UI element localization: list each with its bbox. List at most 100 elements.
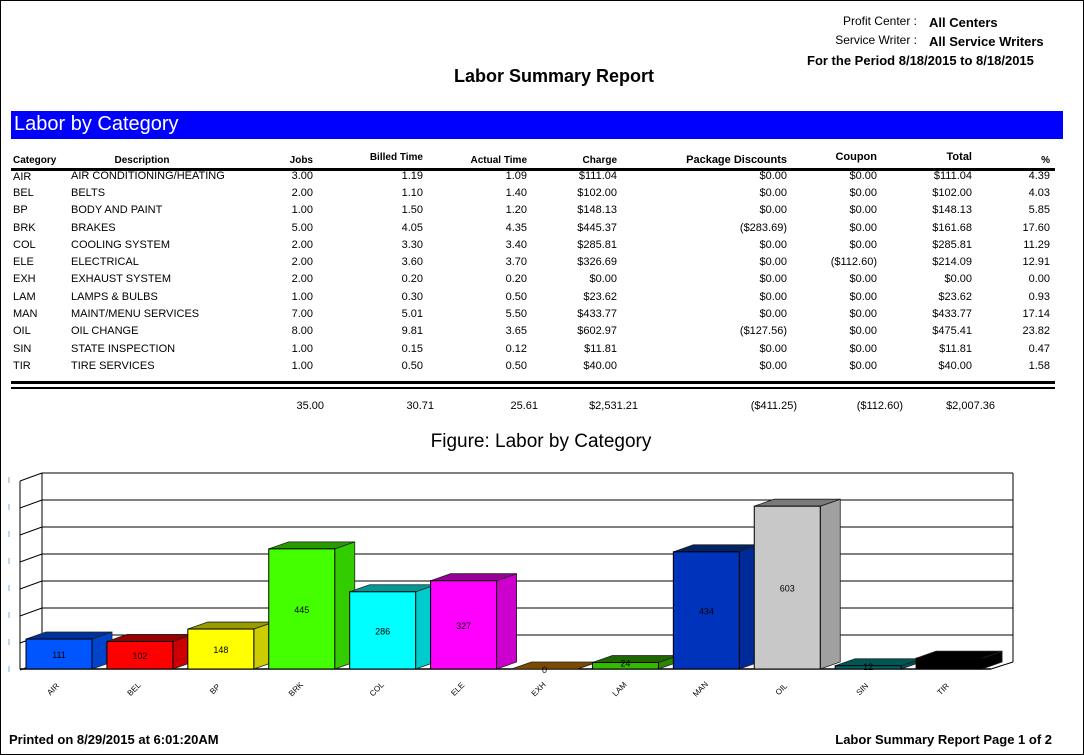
cell-jobs: 1.00 <box>291 204 313 217</box>
cell-jobs: 1.00 <box>291 359 313 372</box>
table-row: EXH EXHAUST SYSTEM 2.00 0.20 0.20 $0.00 $0.00 $… <box>11 271 1055 288</box>
cell-charge: $40.00 <box>583 359 617 372</box>
cell-percent: 0.47 <box>1028 342 1050 355</box>
side-wall-line <box>19 553 43 563</box>
side-wall-line <box>19 499 43 509</box>
cell-charge: $23.62 <box>583 290 617 303</box>
cell-billed-time: 1.50 <box>401 204 423 217</box>
cell-package-discounts: $0.00 <box>759 290 787 303</box>
x-axis-label: BP <box>208 682 222 696</box>
totals-divider-bottom <box>11 387 1055 389</box>
cell-total: $148.13 <box>932 204 972 217</box>
side-wall-line <box>19 607 43 617</box>
chart-bar-col: 286 <box>349 584 437 670</box>
cell-percent: 17.14 <box>1022 308 1050 321</box>
cell-jobs: 2.00 <box>291 273 313 286</box>
cell-percent: 23.82 <box>1022 325 1050 338</box>
cell-percent: 12.91 <box>1022 256 1050 269</box>
col-header-actual-time: Actual Time <box>470 155 528 166</box>
cell-package-discounts: $0.00 <box>759 359 787 372</box>
total-actual-time: 25.61 <box>510 400 538 412</box>
cell-total: $23.62 <box>938 290 972 303</box>
x-axis-label: LAM <box>611 680 629 698</box>
side-wall-line <box>19 580 43 590</box>
chart-bar-tir <box>915 650 1003 670</box>
cell-description: COOLING SYSTEM <box>71 238 171 251</box>
cell-jobs: 1.00 <box>291 290 313 303</box>
bar-value-label: 102 <box>132 651 147 661</box>
service-writer-value: All Service Writers <box>929 34 1044 49</box>
chart-bar-bp: 148 <box>187 621 275 670</box>
cell-percent: 0.93 <box>1028 290 1050 303</box>
cell-percent: 1.58 <box>1028 359 1050 372</box>
cell-charge: $0.00 <box>589 273 617 286</box>
cell-jobs: 7.00 <box>291 308 313 321</box>
cell-jobs: 1.00 <box>291 342 313 355</box>
cell-total: $0.00 <box>944 273 972 286</box>
cell-charge: $102.00 <box>577 186 617 199</box>
cell-description: OIL CHANGE <box>71 325 139 338</box>
profit-center-label: Profit Center : <box>842 14 917 28</box>
bar-value-label: 148 <box>213 645 228 655</box>
cell-billed-time: 5.01 <box>401 308 423 321</box>
x-axis-label: MAN <box>691 680 710 699</box>
cell-category: AIR <box>13 171 32 184</box>
cell-jobs: 5.00 <box>291 221 313 234</box>
side-wall-line <box>19 472 43 482</box>
chart-bar-sin: 12 <box>834 658 922 672</box>
cell-coupon: $0.00 <box>849 204 877 217</box>
cell-coupon: $0.00 <box>849 325 877 338</box>
cell-coupon: $0.00 <box>849 221 877 234</box>
cell-category: BEL <box>13 186 34 199</box>
col-header-billed-time: Billed Time <box>369 152 423 163</box>
cell-total: $11.81 <box>939 342 972 355</box>
cell-billed-time: 1.10 <box>401 186 423 199</box>
table-row: TIR TIRE SERVICES 1.00 0.50 0.50 $40.00 $0.00 $… <box>11 357 1055 374</box>
col-header-jobs: Jobs <box>289 155 313 166</box>
cell-description: AIR CONDITIONING/HEATING <box>71 169 225 182</box>
cell-package-discounts: $0.00 <box>759 342 787 355</box>
cell-billed-time: 0.20 <box>401 273 423 286</box>
x-axis-label: BEL <box>126 680 143 697</box>
printed-timestamp: Printed on 8/29/2015 at 6:01:20AM <box>9 732 219 747</box>
cell-actual-time: 0.50 <box>505 290 527 303</box>
cell-total: $111.04 <box>933 169 972 182</box>
cell-package-discounts: $0.00 <box>759 273 787 286</box>
col-header-total: Total <box>946 151 972 163</box>
cell-coupon: $0.00 <box>849 169 877 182</box>
cell-package-discounts: ($127.56) <box>739 325 787 338</box>
cell-charge: $111.04 <box>578 169 617 182</box>
cell-category: BP <box>13 204 28 217</box>
cell-actual-time: 0.12 <box>505 342 527 355</box>
cell-category: TIR <box>13 359 31 372</box>
table-row: BRK BRAKES 5.00 4.05 4.35 $445.37 ($283.69) $0.… <box>11 219 1055 236</box>
cell-coupon: $0.00 <box>849 238 877 251</box>
cell-charge: $11.81 <box>584 342 617 355</box>
col-header-coupon: Coupon <box>835 151 877 163</box>
cell-charge: $285.81 <box>577 238 617 251</box>
section-title-bar: Labor by Category <box>11 111 1063 139</box>
cell-total: $285.81 <box>932 238 972 251</box>
bar-value-label: 445 <box>294 605 309 615</box>
report-period: For the Period 8/18/2015 to 8/18/2015 <box>807 53 1034 68</box>
figure-title: Figure: Labor by Category <box>430 431 652 452</box>
cell-category: COL <box>13 238 36 251</box>
cell-coupon: $0.00 <box>849 308 877 321</box>
cell-percent: 5.85 <box>1028 204 1050 217</box>
cell-charge: $602.97 <box>577 325 617 338</box>
cell-percent: 4.03 <box>1028 186 1050 199</box>
cell-coupon: $0.00 <box>849 342 877 355</box>
cell-total: $161.68 <box>932 221 972 234</box>
cell-description: BRAKES <box>71 221 116 234</box>
table-row: MAN MAINT/MENU SERVICES 7.00 5.01 5.50 $433.7… <box>11 305 1055 322</box>
cell-category: SIN <box>13 342 32 355</box>
table-row: BEL BELTS 2.00 1.10 1.40 $102.00 $0.00 $0.00 $10… <box>11 184 1055 201</box>
bar-value-label: 434 <box>699 606 714 616</box>
cell-actual-time: 3.65 <box>505 325 527 338</box>
cell-jobs: 2.00 <box>291 238 313 251</box>
cell-charge: $445.37 <box>577 221 617 234</box>
col-header-percent: % <box>1041 155 1050 166</box>
bar-value-label: 286 <box>375 626 390 636</box>
cell-total: $102.00 <box>932 186 972 199</box>
